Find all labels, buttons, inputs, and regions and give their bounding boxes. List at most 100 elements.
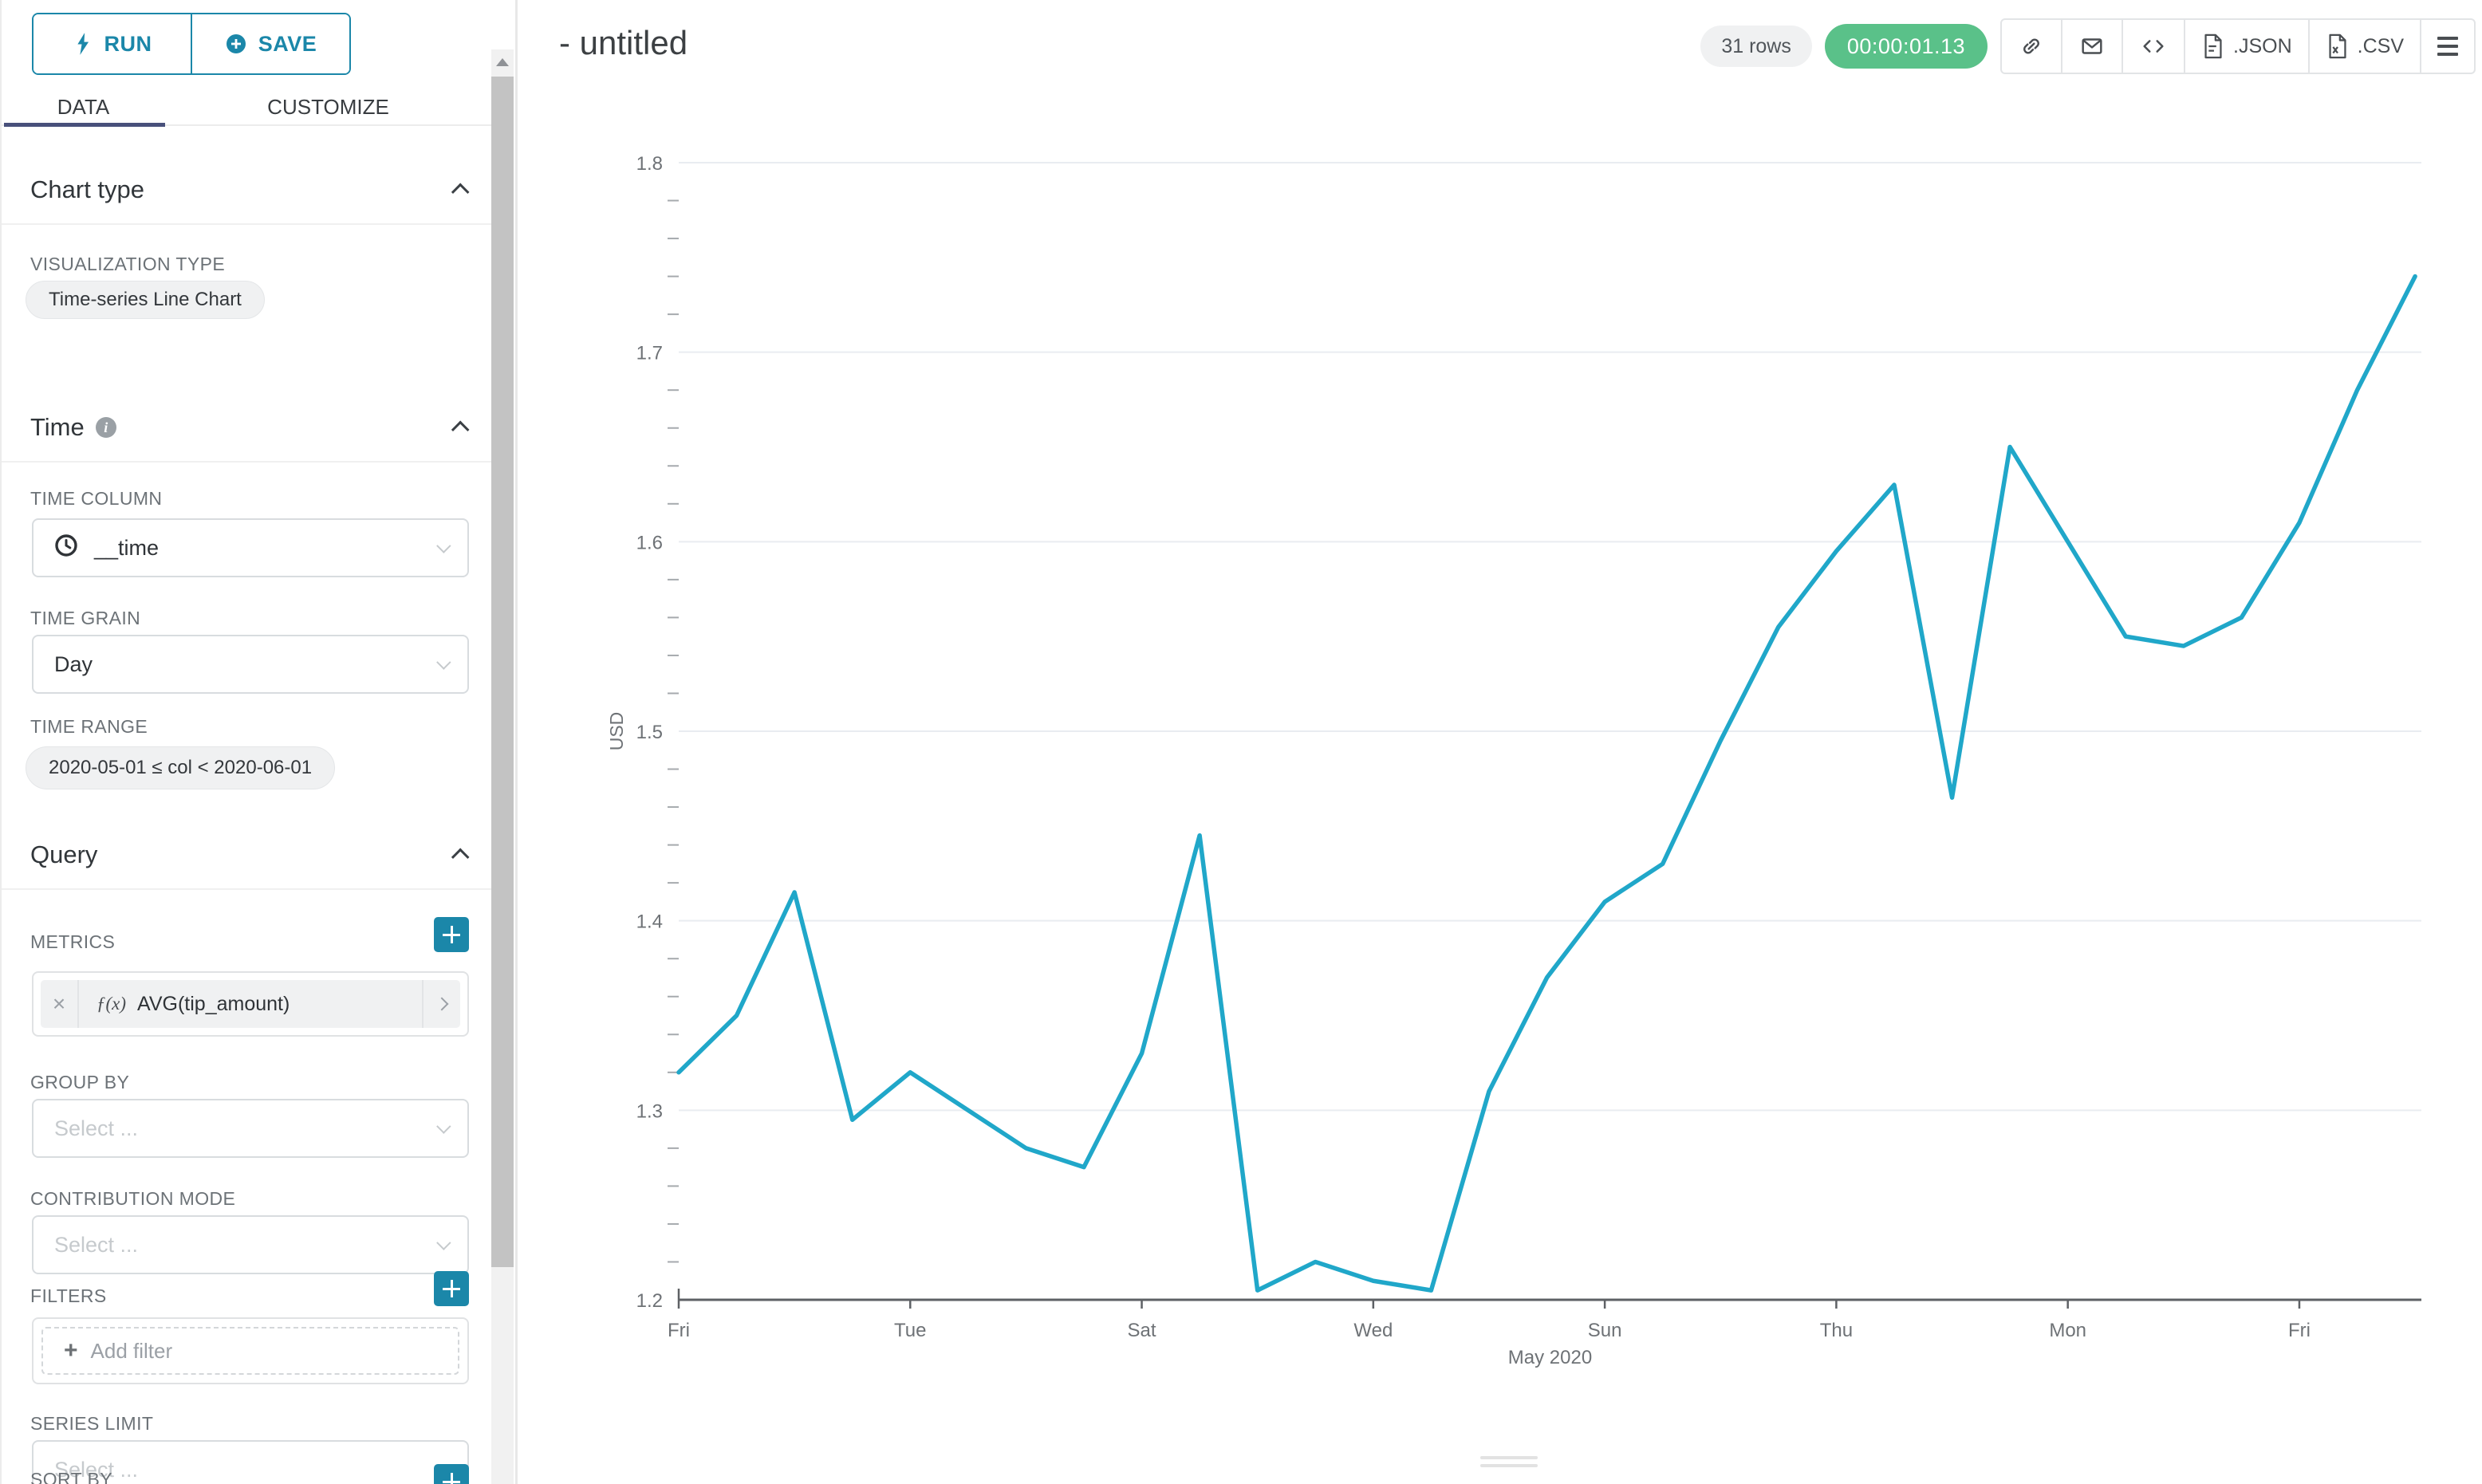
section-divider — [2, 888, 491, 890]
expand-metric-button[interactable] — [422, 980, 460, 1028]
time-grain-label: TIME GRAIN — [30, 608, 141, 628]
tab-customize-label: CUSTOMIZE — [267, 94, 389, 119]
section-chart-type-header[interactable]: Chart type — [30, 175, 470, 204]
chart-menu-button[interactable] — [2420, 20, 2474, 73]
section-time-header[interactable]: Time i — [30, 413, 470, 442]
svg-text:1.7: 1.7 — [636, 343, 663, 364]
chevron-down-icon — [436, 537, 451, 553]
visualization-type-pill[interactable]: Time-series Line Chart — [26, 281, 265, 319]
time-range-value: 2020-05-01 ≤ col < 2020-06-01 — [49, 757, 313, 778]
group-by-placeholder: Select ... — [54, 1116, 139, 1140]
chart-panel: - untitled 31 rows 00:00:01.13 — [518, 0, 2482, 1484]
add-sort-by-button[interactable] — [434, 1464, 469, 1484]
svg-text:Tue: Tue — [894, 1320, 926, 1341]
save-button[interactable]: SAVE — [191, 14, 349, 73]
add-filter-dropzone[interactable]: + Add filter — [41, 1327, 459, 1375]
tab-data[interactable]: DATA — [2, 89, 165, 127]
embed-code-button[interactable] — [2122, 20, 2184, 73]
email-button[interactable] — [2061, 20, 2122, 73]
visualization-type-value: Time-series Line Chart — [49, 289, 242, 310]
x-axis — [677, 1289, 2421, 1309]
section-time-title: Time — [30, 413, 85, 441]
run-save-button-group: RUN SAVE — [32, 13, 351, 75]
section-query-title: Query — [30, 840, 98, 868]
chart-resize-handle[interactable] — [1480, 1456, 1538, 1467]
metric-main: ƒ(x) AVG(tip_amount) — [79, 980, 422, 1028]
envelope-icon — [2078, 33, 2106, 60]
add-filter-label: Add filter — [90, 1338, 173, 1363]
scrollbar-up-arrow[interactable] — [491, 49, 514, 75]
section-divider — [2, 223, 491, 225]
svg-text:Fri: Fri — [668, 1320, 690, 1341]
series-limit-select[interactable]: Select ... — [32, 1440, 469, 1484]
svg-text:Wed: Wed — [1353, 1320, 1393, 1341]
file-icon — [2201, 33, 2225, 60]
chart-title[interactable]: - untitled — [559, 24, 688, 61]
time-grain-value: Day — [54, 651, 93, 676]
copy-link-button[interactable] — [2002, 20, 2061, 73]
section-query-header[interactable]: Query — [30, 840, 470, 869]
time-column-label: TIME COLUMN — [30, 488, 163, 509]
filters-label: FILTERS — [30, 1285, 107, 1306]
function-icon: ƒ(x) — [97, 994, 127, 1014]
run-button[interactable]: RUN — [33, 14, 191, 73]
time-grain-select[interactable]: Day — [32, 635, 469, 694]
y-minor-ticks — [668, 199, 679, 1263]
x-axis-labels: Fri Tue Sat Wed Sun Thu Mon Fri May 2020 — [668, 1320, 2311, 1368]
svg-text:1.8: 1.8 — [636, 153, 663, 175]
remove-metric-icon[interactable]: × — [41, 980, 79, 1028]
series-limit-label: SERIES LIMIT — [30, 1413, 154, 1434]
time-column-select[interactable]: __time — [32, 518, 469, 577]
sidebar-scrollbar[interactable] — [491, 49, 514, 1484]
filters-control: + Add filter — [32, 1317, 469, 1384]
svg-text:Mon: Mon — [2049, 1320, 2086, 1341]
control-panel-sidebar: RUN SAVE DATA CUSTOMIZE Chart type VI — [0, 0, 515, 1484]
chevron-right-icon — [435, 997, 449, 1011]
svg-text:USD: USD — [606, 712, 627, 751]
svg-text:Thu: Thu — [1820, 1320, 1853, 1341]
export-csv-label: .CSV — [2357, 34, 2404, 57]
chart-header-actions: 31 rows 00:00:01.13 — [1700, 18, 2476, 75]
metric-pill[interactable]: × ƒ(x) AVG(tip_amount) — [41, 980, 460, 1028]
clock-icon — [54, 533, 78, 563]
metrics-control: × ƒ(x) AVG(tip_amount) — [32, 971, 469, 1037]
link-icon — [2018, 33, 2045, 60]
scrollbar-thumb[interactable] — [491, 77, 514, 1267]
svg-text:1.2: 1.2 — [636, 1290, 663, 1312]
chevron-up-icon — [451, 848, 470, 867]
run-button-label: RUN — [104, 31, 152, 56]
time-range-pill[interactable]: 2020-05-01 ≤ col < 2020-06-01 — [26, 746, 336, 789]
metric-value: AVG(tip_amount) — [137, 992, 290, 1015]
svg-text:May 2020: May 2020 — [1508, 1347, 1592, 1368]
tab-customize[interactable]: CUSTOMIZE — [165, 89, 491, 124]
chart-canvas: 1.2 1.3 1.4 1.5 1.6 1.7 1.8 Fri Tue Sat Wed Sun Thu M… — [518, 0, 2482, 1484]
svg-text:1.6: 1.6 — [636, 532, 663, 553]
info-icon: i — [95, 417, 116, 438]
hamburger-menu-icon — [2437, 37, 2458, 56]
svg-text:Fri: Fri — [2288, 1320, 2311, 1341]
chevron-down-icon — [436, 654, 451, 670]
contribution-mode-placeholder: Select ... — [54, 1232, 139, 1257]
panel-resize-divider[interactable] — [515, 0, 518, 1484]
add-filter-plus-button[interactable] — [434, 1271, 469, 1306]
chevron-down-icon — [436, 1118, 451, 1134]
chevron-up-icon — [451, 420, 470, 439]
contribution-mode-label: CONTRIBUTION MODE — [30, 1188, 236, 1209]
svg-text:1.3: 1.3 — [636, 1100, 663, 1122]
add-metric-button[interactable] — [434, 917, 469, 952]
svg-text:1.4: 1.4 — [636, 911, 663, 933]
y-axis-title: USD — [606, 712, 627, 751]
chevron-down-icon — [436, 1234, 451, 1250]
visualization-type-label: VISUALIZATION TYPE — [30, 254, 226, 274]
contribution-mode-select[interactable]: Select ... — [32, 1215, 469, 1274]
tab-data-label: DATA — [57, 94, 110, 119]
export-csv-button[interactable]: .CSV — [2307, 20, 2420, 73]
time-range-label: TIME RANGE — [30, 716, 148, 737]
plus-icon: + — [64, 1337, 78, 1364]
sort-by-label: SORT BY — [30, 1469, 112, 1484]
group-by-select[interactable]: Select ... — [32, 1099, 469, 1158]
y-gridlines — [679, 162, 2421, 1112]
row-count-badge: 31 rows — [1700, 26, 1812, 67]
export-json-button[interactable]: .JSON — [2184, 20, 2308, 73]
